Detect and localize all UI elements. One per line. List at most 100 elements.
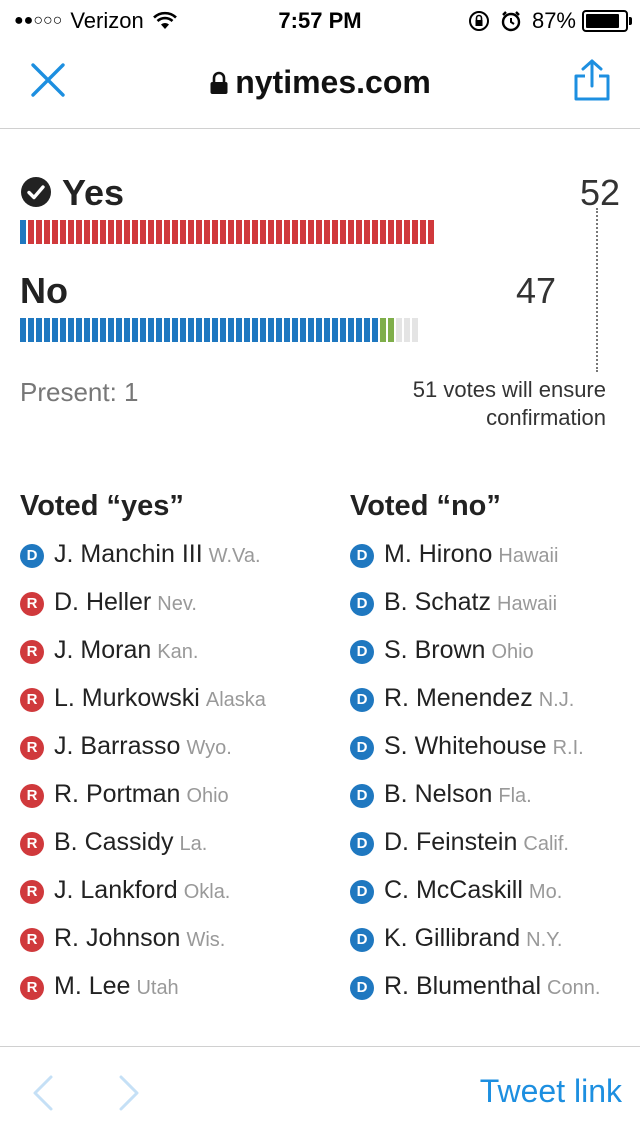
vote-seat-republican (292, 220, 298, 244)
vote-seat-democrat (180, 318, 186, 342)
vote-seat-democrat (20, 220, 26, 244)
vote-seat-republican (140, 220, 146, 244)
vote-seat-republican (196, 220, 202, 244)
vote-seat-democrat (60, 318, 66, 342)
vote-seat-republican (76, 220, 82, 244)
vote-seat-democrat (116, 318, 122, 342)
vote-seat-republican (300, 220, 306, 244)
forward-arrow-icon[interactable] (116, 1073, 142, 1113)
vote-seat-republican (212, 220, 218, 244)
vote-seat-republican (36, 220, 42, 244)
vote-seat-democrat (244, 318, 250, 342)
democrat-badge: D (350, 640, 374, 664)
senator-name: S. Whitehouse R.I. (384, 732, 584, 761)
republican-badge: R (20, 592, 44, 616)
vote-seat-democrat (228, 318, 234, 342)
domain-text: nytimes.com (235, 64, 431, 100)
democrat-badge: D (350, 736, 374, 760)
vote-seat-republican (132, 220, 138, 244)
senator-state: Nev. (157, 593, 197, 615)
orientation-lock-icon (468, 11, 489, 31)
senator-name-text: D. Feinstein (384, 828, 518, 856)
senator-state: N.J. (538, 689, 575, 711)
senator-name-text: R. Portman (54, 780, 181, 808)
senator-name-text: B. Nelson (384, 780, 493, 808)
vote-seat-republican (428, 220, 434, 244)
vote-seat-republican (164, 220, 170, 244)
democrat-badge: D (350, 976, 374, 1000)
no-vote-bar (20, 318, 596, 342)
vote-seat-republican (172, 220, 178, 244)
senator-name: K. Gillibrand N.Y. (384, 924, 563, 953)
vote-seat-democrat (52, 318, 58, 342)
vote-seat-democrat (372, 318, 378, 342)
senator-state: Calif. (523, 833, 569, 855)
senator-name: C. McCaskill Mo. (384, 876, 562, 905)
senator-name: M. Lee Utah (54, 972, 179, 1001)
senator-name: J. Barrasso Wyo. (54, 732, 232, 761)
back-arrow-icon[interactable] (30, 1073, 56, 1113)
senator-name: R. Portman Ohio (54, 780, 229, 809)
vote-seat-democrat (100, 318, 106, 342)
vote-seat-democrat (204, 318, 210, 342)
vote-seat-republican (52, 220, 58, 244)
vote-seat-republican (404, 220, 410, 244)
democrat-badge: D (350, 592, 374, 616)
vote-seat-democrat (20, 318, 26, 342)
vote-seat-democrat (364, 318, 370, 342)
vote-seat-democrat (348, 318, 354, 342)
vote-seat-democrat (252, 318, 258, 342)
alarm-icon (501, 11, 521, 32)
senator-name-text: J. Manchin III (54, 540, 203, 568)
no-tally: No 47 (20, 270, 620, 311)
vote-seat-democrat (124, 318, 130, 342)
senator-name: R. Blumenthal Conn. (384, 972, 600, 1001)
vote-seat-republican (388, 220, 394, 244)
vote-seat-democrat (340, 318, 346, 342)
vote-seat-republican (236, 220, 242, 244)
share-icon[interactable] (572, 58, 612, 102)
vote-seat-republican (396, 220, 402, 244)
senator-name-text: J. Barrasso (54, 732, 181, 760)
voted-yes-heading: Voted “yes” (20, 490, 184, 522)
vote-seat-democrat (172, 318, 178, 342)
confirmation-threshold-line (596, 208, 598, 372)
senator-name: B. Schatz Hawaii (384, 588, 557, 617)
senator-state: Hawaii (498, 545, 559, 567)
browser-nav-bar: nytimes.com (0, 40, 640, 129)
close-icon[interactable] (30, 62, 66, 98)
battery-percent: 87% (531, 8, 576, 33)
vote-seat-republican (180, 220, 186, 244)
checkmark-icon (21, 177, 51, 207)
senator-state: N.Y. (526, 929, 563, 951)
republican-badge: R (20, 688, 44, 712)
senator-name: D. Feinstein Calif. (384, 828, 569, 857)
vote-seat-republican (84, 220, 90, 244)
vote-seat-democrat (220, 318, 226, 342)
vote-seat-republican (60, 220, 66, 244)
republican-badge: R (20, 832, 44, 856)
vote-seat-republican (92, 220, 98, 244)
yes-tally: Yes 52 (20, 172, 620, 213)
vote-seat-democrat (332, 318, 338, 342)
vote-seat-republican (276, 220, 282, 244)
vote-seat-democrat (276, 318, 282, 342)
vote-seat-democrat (260, 318, 266, 342)
vote-seat-republican (252, 220, 258, 244)
vote-seat-republican (100, 220, 106, 244)
vote-seat-republican (324, 220, 330, 244)
browser-toolbar: Tweet link (0, 1046, 640, 1137)
senator-state: La. (179, 833, 208, 855)
senator-name: D. Heller Nev. (54, 588, 197, 617)
senator-name-text: D. Heller (54, 588, 152, 616)
vote-seat-democrat (268, 318, 274, 342)
tweet-link-button[interactable]: Tweet link (479, 1073, 622, 1109)
vote-seat-republican (108, 220, 114, 244)
senator-name-text: R. Menendez (384, 684, 533, 712)
vote-seat-democrat (132, 318, 138, 342)
democrat-badge: D (350, 880, 374, 904)
vote-seat-republican (44, 220, 50, 244)
democrat-badge: D (350, 784, 374, 808)
senator-state: Ohio (186, 785, 229, 807)
senator-name-text: S. Brown (384, 636, 486, 664)
